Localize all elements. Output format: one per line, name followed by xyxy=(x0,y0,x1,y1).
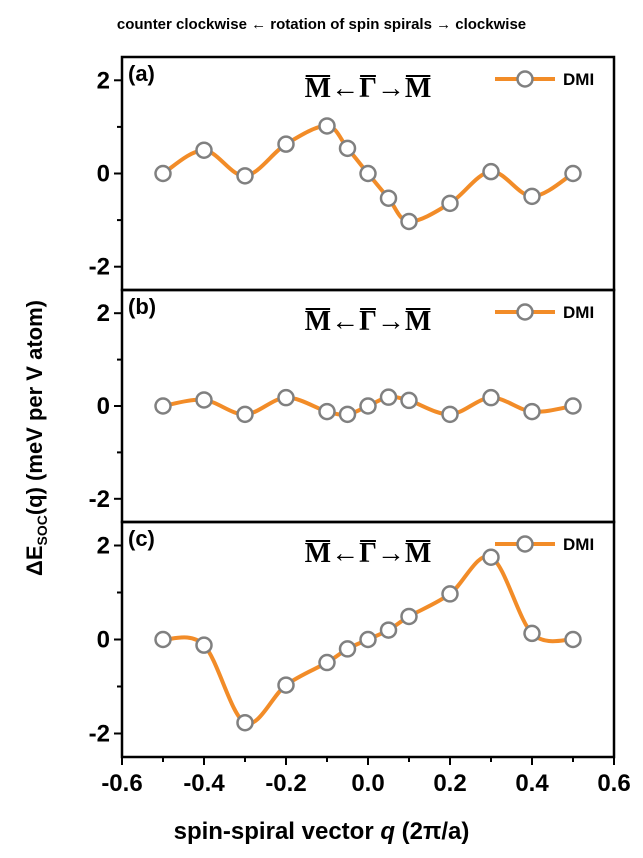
y-tick-label: -2 xyxy=(89,486,110,513)
panel-label: (b) xyxy=(128,294,156,319)
data-point xyxy=(523,187,541,206)
data-point xyxy=(482,548,500,566)
y-tick-label: 2 xyxy=(97,300,110,327)
y-tick-label: 2 xyxy=(97,533,110,560)
y-tick-label: 2 xyxy=(97,67,110,94)
data-point xyxy=(277,388,295,407)
data-point xyxy=(236,713,254,732)
y-tick-label: -2 xyxy=(89,721,110,748)
data-point xyxy=(154,397,172,415)
data-point xyxy=(277,676,295,694)
panel-c: -2 0 2 -0.6 -0.4 -0.2 0.0 0.2 0.4 0.6 (c) M←Γ→M DMI xyxy=(89,520,631,797)
direction-label: M←Γ→M xyxy=(305,306,432,337)
legend-marker xyxy=(516,303,534,321)
data-point xyxy=(400,391,418,410)
data-point xyxy=(236,167,254,185)
y-tick-label: 0 xyxy=(97,161,110,188)
legend-label: DMI xyxy=(563,70,594,89)
data-point xyxy=(318,653,336,672)
y-tick-label: 0 xyxy=(97,393,110,420)
data-point xyxy=(154,630,172,649)
data-point xyxy=(338,139,357,158)
data-point xyxy=(195,141,213,159)
data-point xyxy=(195,636,213,654)
top-caption: counter clockwise ← rotation of spin spi… xyxy=(116,16,527,33)
data-point xyxy=(338,405,357,424)
data-point xyxy=(318,117,336,135)
panel-b: -2 0 2 (b) M←Γ→M DMI xyxy=(89,288,616,524)
data-point xyxy=(482,388,500,407)
x-tick-label: 0.2 xyxy=(433,770,466,797)
data-point xyxy=(338,640,357,658)
data-point xyxy=(154,164,172,183)
data-point xyxy=(564,630,582,649)
data-point xyxy=(400,212,418,231)
data-point xyxy=(441,585,459,603)
y-tick-label: 0 xyxy=(97,627,110,654)
x-axis-label: spin-spiral vector q (2π/a) xyxy=(173,818,470,845)
data-point xyxy=(564,164,582,183)
data-point xyxy=(236,405,254,424)
legend-label: DMI xyxy=(563,535,594,554)
data-point xyxy=(441,405,459,424)
data-point xyxy=(359,164,377,183)
data-point xyxy=(195,391,213,409)
panel-label: (a) xyxy=(128,61,155,86)
data-point xyxy=(379,189,398,207)
direction-label: M←Γ→M xyxy=(305,538,432,569)
x-tick-label: 0.4 xyxy=(515,770,549,797)
y-tick-label: -2 xyxy=(89,254,110,281)
panel-a: -2 0 2 (a) M←Γ→M DMI xyxy=(89,55,616,292)
x-tick-label: -0.4 xyxy=(183,770,225,797)
x-tick-label: -0.6 xyxy=(101,770,142,797)
panel-label: (c) xyxy=(128,526,155,551)
data-point xyxy=(523,402,541,421)
data-point xyxy=(379,388,398,406)
direction-label: M←Γ→M xyxy=(305,73,432,104)
data-point xyxy=(359,397,377,415)
data-point xyxy=(359,630,377,649)
data-point xyxy=(318,402,336,421)
legend-label: DMI xyxy=(563,303,594,322)
data-point xyxy=(400,607,418,626)
data-point xyxy=(564,397,582,415)
data-point xyxy=(277,135,295,153)
data-point xyxy=(523,624,541,643)
data-point xyxy=(482,162,500,181)
data-point xyxy=(441,194,459,213)
x-tick-label: -0.2 xyxy=(265,770,306,797)
data-point xyxy=(379,621,398,639)
legend-marker xyxy=(516,535,534,553)
legend-marker xyxy=(516,70,534,88)
x-tick-label: 0.0 xyxy=(351,770,384,797)
x-tick-label: 0.6 xyxy=(597,770,630,797)
